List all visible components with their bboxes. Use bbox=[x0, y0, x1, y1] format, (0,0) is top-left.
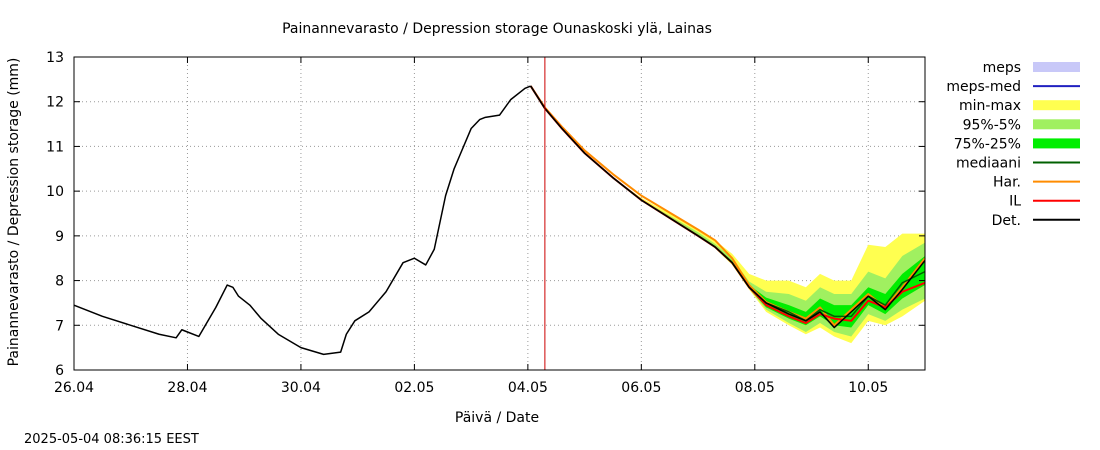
legend-swatch-meps bbox=[1033, 62, 1080, 72]
y-axis-ticks: 6 7 8 9 10 11 12 13 bbox=[46, 50, 925, 379]
y-tick-label: 13 bbox=[46, 50, 64, 66]
y-axis-label: Painannevarasto / Depression storage (mm… bbox=[6, 58, 22, 367]
legend-label-p75_25: 75%-25% bbox=[954, 136, 1021, 152]
legend: meps meps-med min-max 95%-5% 75%-25% mediaani… bbox=[946, 60, 1080, 229]
series-har bbox=[529, 85, 926, 327]
y-tick-label: 8 bbox=[55, 274, 64, 290]
x-tick-label: 04.05 bbox=[508, 380, 548, 396]
legend-label-median: mediaani bbox=[956, 156, 1021, 172]
legend-label-il: IL bbox=[1009, 194, 1021, 210]
series-observed bbox=[73, 85, 531, 356]
band-min-max bbox=[530, 86, 925, 344]
y-tick-label: 9 bbox=[55, 229, 64, 245]
legend-swatch-p95_5 bbox=[1033, 119, 1080, 130]
legend-label-det: Det. bbox=[992, 213, 1021, 229]
timestamp: 2025-05-04 08:36:15 EEST bbox=[24, 432, 199, 447]
legend-label-meps: meps bbox=[983, 60, 1021, 76]
x-tick-label: 26.04 bbox=[54, 380, 94, 396]
x-tick-label: 10.05 bbox=[848, 380, 888, 396]
grid bbox=[74, 57, 925, 370]
x-tick-label: 06.05 bbox=[621, 380, 661, 396]
y-tick-label: 10 bbox=[46, 184, 64, 200]
x-axis-ticks: 26.04 28.04 30.04 02.05 04.05 06.05 08.05 10.05 bbox=[54, 57, 888, 396]
bands bbox=[530, 86, 925, 344]
y-tick-label: 6 bbox=[55, 363, 64, 379]
x-tick-label: 28.04 bbox=[167, 380, 207, 396]
y-tick-label: 12 bbox=[46, 95, 64, 111]
legend-label-har: Har. bbox=[993, 175, 1021, 191]
chart-title: Painannevarasto / Depression storage Oun… bbox=[282, 21, 712, 37]
plot-frame bbox=[73, 56, 926, 371]
x-axis-label: Päivä / Date bbox=[455, 410, 539, 426]
x-tick-label: 02.05 bbox=[394, 380, 434, 396]
series-lines bbox=[73, 85, 926, 356]
y-tick-label: 11 bbox=[46, 139, 64, 155]
y-tick-label: 7 bbox=[55, 318, 64, 334]
series-det bbox=[530, 85, 926, 329]
band-75-25 bbox=[530, 86, 925, 328]
legend-label-p95_5: 95%-5% bbox=[963, 117, 1021, 133]
legend-label-meps_med: meps-med bbox=[946, 79, 1021, 95]
legend-swatch-minmax bbox=[1033, 100, 1080, 111]
legend-label-minmax: min-max bbox=[959, 98, 1021, 114]
legend-swatch-p75_25 bbox=[1033, 138, 1080, 149]
x-tick-label: 30.04 bbox=[281, 380, 321, 396]
x-tick-label: 08.05 bbox=[735, 380, 775, 396]
